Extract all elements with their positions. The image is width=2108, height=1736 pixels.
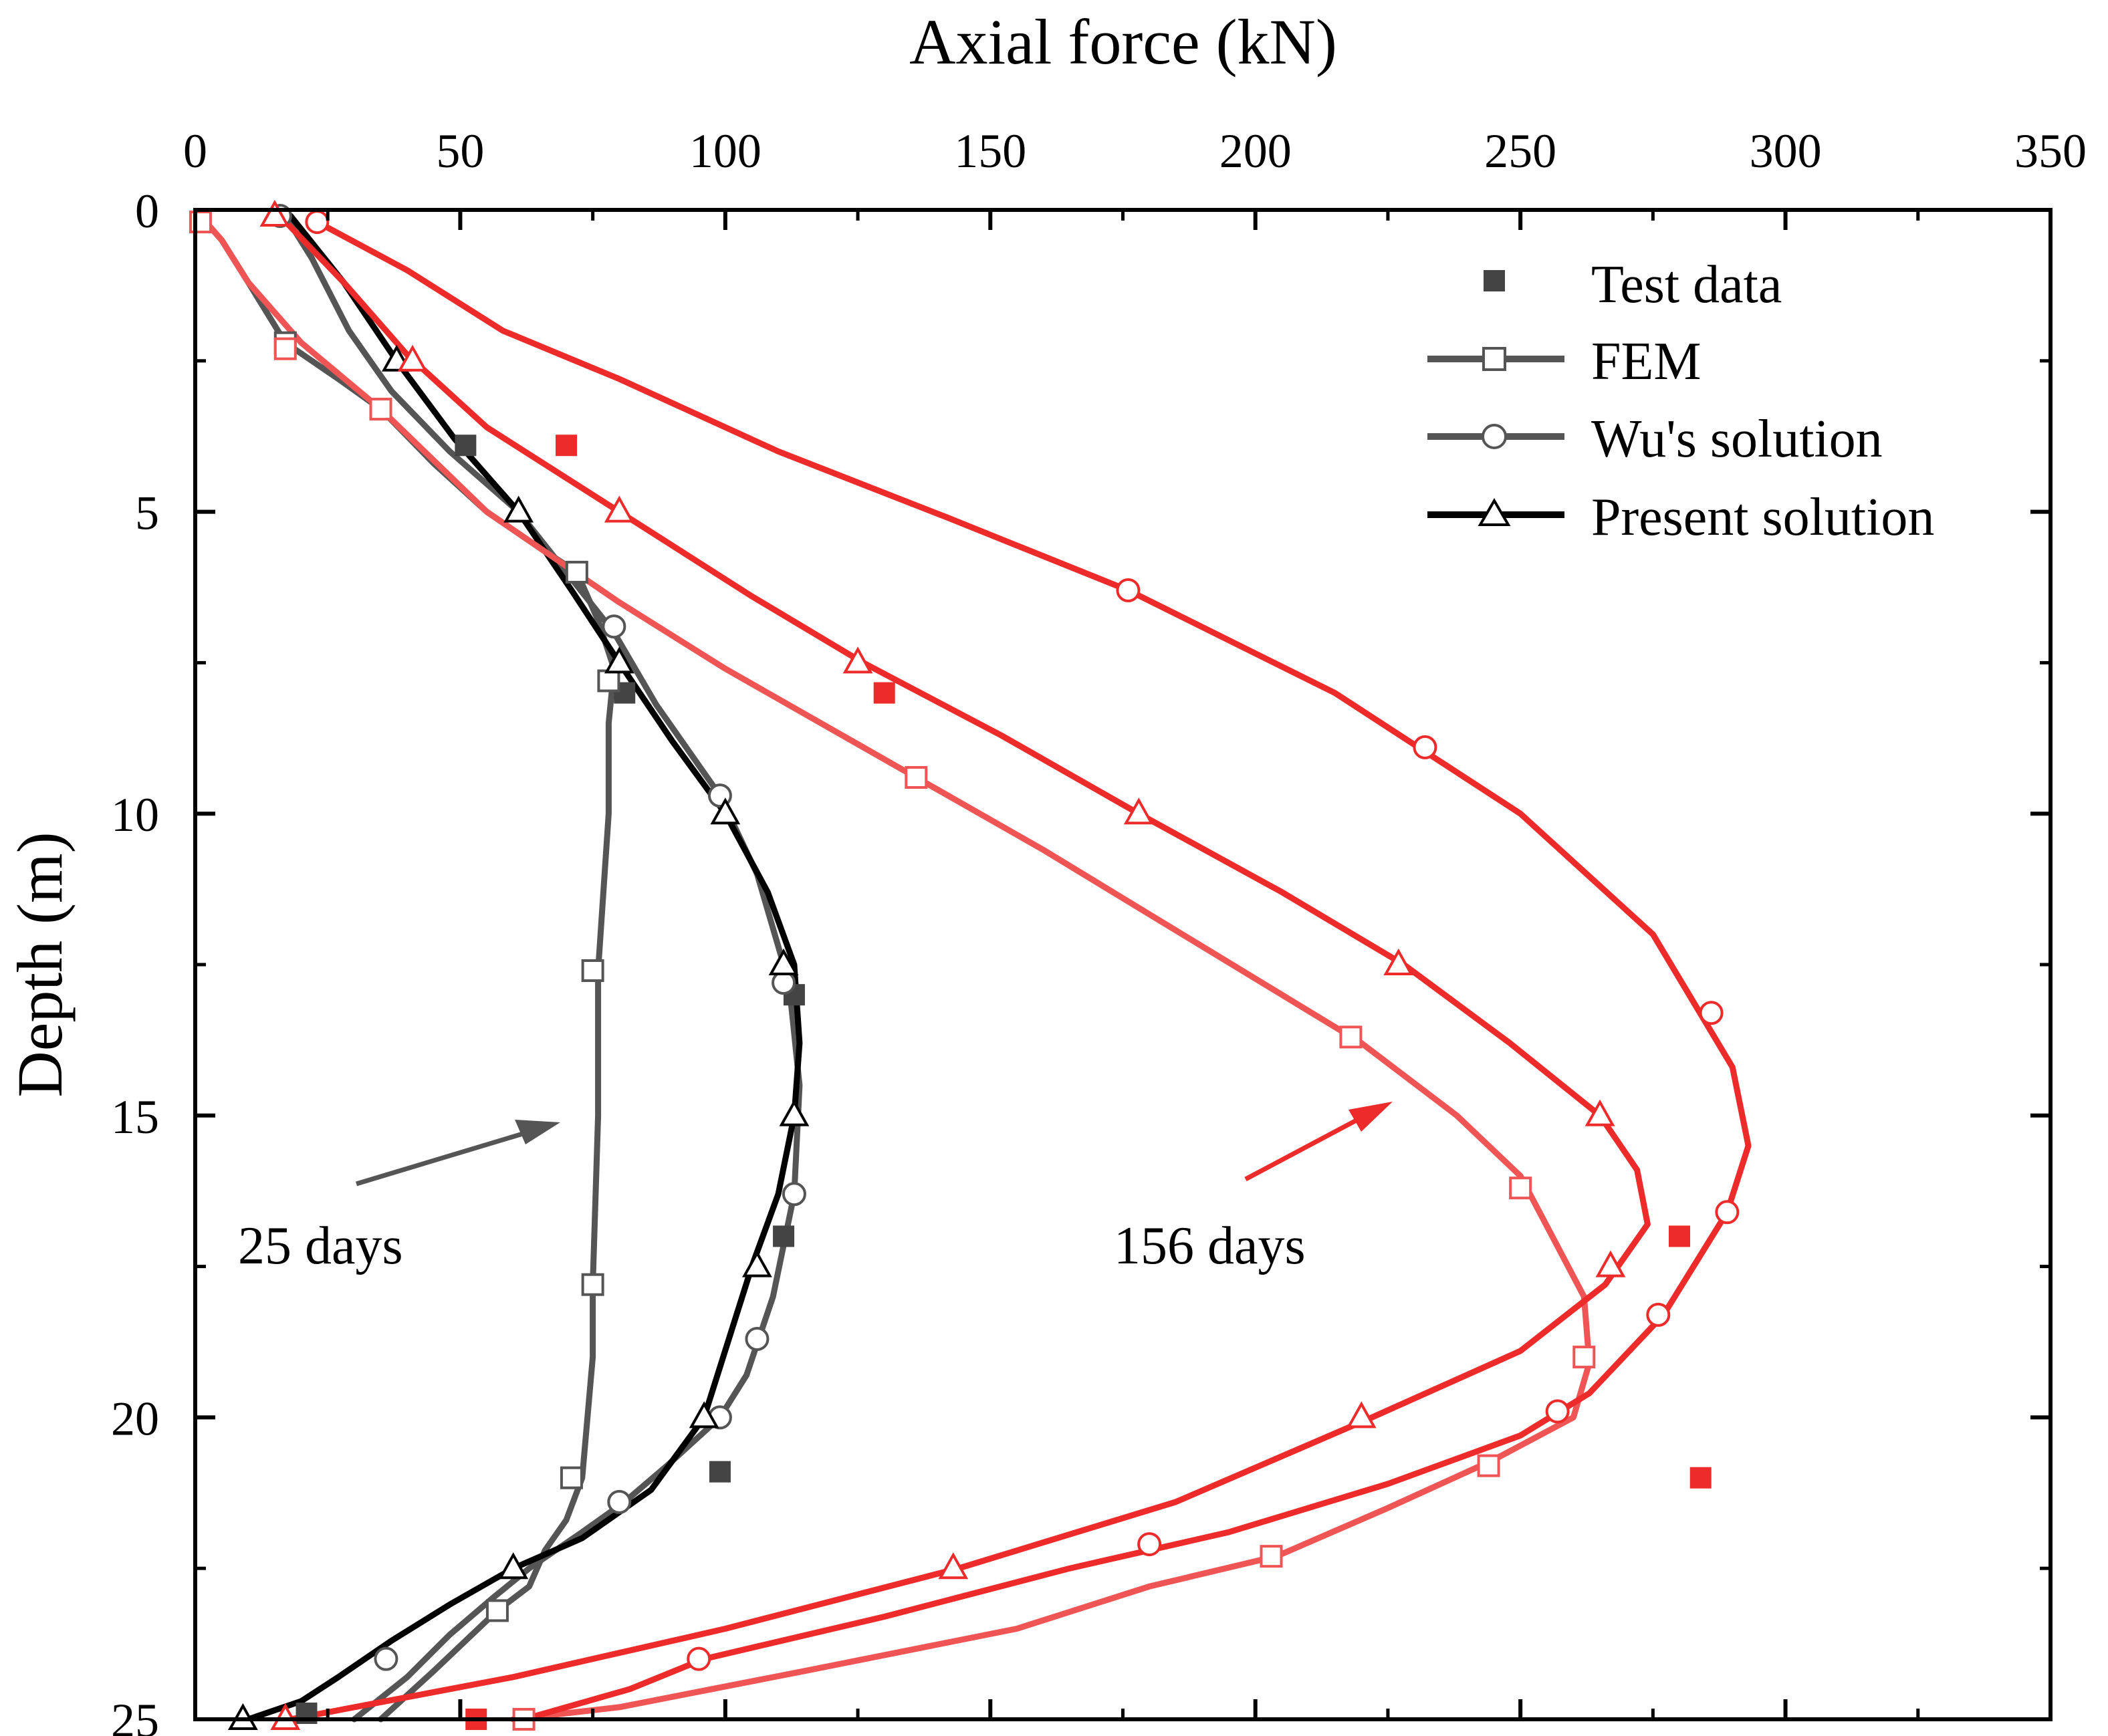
x-tick-label: 100 bbox=[689, 124, 762, 178]
data-point-wu-s-solution-156-days bbox=[1545, 1399, 1570, 1424]
x-tick-label: 0 bbox=[183, 124, 207, 178]
data-point-test-data-156-days bbox=[556, 435, 577, 457]
data-point-fem-25-days bbox=[597, 669, 620, 693]
legend-entry-wu-solution: Wu's solution bbox=[1427, 410, 1883, 469]
data-point-fem-25-days bbox=[581, 1273, 604, 1296]
y-tick-label: 25 bbox=[111, 1694, 159, 1736]
data-point-present-solution-156-days bbox=[1585, 1099, 1615, 1126]
annotation-25-days: 25 days bbox=[238, 1217, 403, 1275]
data-point-fem-25-days bbox=[581, 959, 604, 983]
series-layer bbox=[197, 213, 1752, 1723]
legend-label-test-data: Test data bbox=[1591, 255, 1782, 314]
data-point-present-solution-25-days bbox=[498, 1552, 529, 1580]
data-point-present-solution-25-days bbox=[768, 948, 799, 975]
y-tick-label: 20 bbox=[111, 1392, 159, 1445]
data-point-present-solution-25-days bbox=[604, 646, 634, 674]
x-tick-label: 200 bbox=[1219, 124, 1292, 178]
data-point-test-data-156-days bbox=[1689, 1467, 1712, 1489]
x-tick-label: 300 bbox=[1750, 124, 1822, 178]
x-tick-label: 150 bbox=[954, 124, 1026, 178]
data-point-fem-156-days bbox=[273, 337, 297, 360]
data-point-present-solution-25-days bbox=[779, 1099, 810, 1126]
data-point-fem-156-days bbox=[1260, 1545, 1283, 1568]
series-line-fem-156-days bbox=[197, 213, 1593, 1723]
arrow-156-days bbox=[1244, 1102, 1393, 1182]
data-point-test-data-156-days bbox=[1669, 1225, 1690, 1247]
data-point-fem-25-days bbox=[485, 1599, 509, 1622]
data-point-wu-s-solution-25-days bbox=[374, 1646, 398, 1671]
legend-swatch-wu-solution bbox=[1482, 424, 1507, 449]
data-point-fem-156-days bbox=[1339, 1025, 1363, 1049]
data-point-fem-156-days bbox=[369, 398, 392, 421]
data-point-wu-s-solution-156-days bbox=[1699, 1001, 1724, 1025]
data-point-wu-s-solution-156-days bbox=[1413, 735, 1437, 759]
data-point-wu-s-solution-25-days bbox=[607, 1489, 632, 1514]
arrow-25-days-shaft bbox=[355, 1129, 531, 1187]
data-point-wu-s-solution-156-days bbox=[1646, 1302, 1671, 1327]
data-point-wu-s-solution-156-days bbox=[305, 210, 330, 235]
legend-entry-present-solution: Present solution bbox=[1427, 488, 1934, 547]
data-point-present-solution-25-days bbox=[689, 1401, 719, 1429]
data-point-present-solution-156-days bbox=[259, 199, 290, 227]
x-tick-label: 50 bbox=[436, 124, 484, 178]
data-point-wu-s-solution-156-days bbox=[1137, 1532, 1162, 1557]
legend-swatch-fem bbox=[1482, 347, 1506, 371]
data-point-fem-156-days bbox=[905, 766, 928, 789]
legend-label-present-solution: Present solution bbox=[1591, 488, 1934, 547]
data-point-fem-156-days bbox=[1572, 1346, 1596, 1369]
y-tick-label: 0 bbox=[135, 184, 159, 238]
data-point-wu-s-solution-156-days bbox=[1116, 578, 1141, 603]
y-tick-label: 15 bbox=[111, 1090, 159, 1144]
arrow-156-days-head bbox=[1349, 1102, 1393, 1132]
y-tick-label: 10 bbox=[111, 788, 159, 842]
data-point-test-data-25-days bbox=[773, 1225, 795, 1247]
data-point-present-solution-25-days bbox=[503, 495, 534, 523]
x-tick-label: 350 bbox=[2014, 124, 2087, 178]
data-point-present-solution-156-days bbox=[1383, 948, 1414, 975]
arrow-25-days-head bbox=[515, 1120, 560, 1144]
data-point-present-solution-156-days bbox=[397, 344, 428, 372]
data-point-present-solution-156-days bbox=[842, 646, 873, 674]
data-point-present-solution-25-days bbox=[710, 797, 741, 825]
data-point-present-solution-156-days bbox=[1346, 1401, 1377, 1429]
data-point-wu-s-solution-156-days bbox=[687, 1646, 711, 1671]
data-point-present-solution-156-days bbox=[1595, 1250, 1626, 1277]
data-point-wu-s-solution-25-days bbox=[782, 1182, 806, 1207]
data-point-present-solution-156-days bbox=[604, 495, 634, 523]
x-axis-label: Axial force (kN) bbox=[909, 6, 1337, 78]
data-point-test-data-156-days bbox=[873, 682, 895, 704]
legend-swatch-present-solution bbox=[1478, 498, 1511, 526]
legend-entry-fem: FEM bbox=[1427, 332, 1702, 391]
arrow-156-days-shaft bbox=[1244, 1114, 1365, 1182]
legend-entry-test-data: Test data bbox=[1484, 255, 1782, 314]
data-point-fem-156-days bbox=[1477, 1454, 1500, 1477]
data-point-fem-156-days bbox=[1509, 1176, 1532, 1200]
tick-layer: 0 50 100 150 200 250 300 350 0 5 10 15 20 25 bbox=[111, 124, 2087, 1736]
legend-label-wu-solution: Wu's solution bbox=[1591, 410, 1883, 469]
data-point-test-data-25-days bbox=[709, 1461, 731, 1483]
data-point-present-solution-156-days bbox=[1123, 797, 1154, 825]
series-line-wu-s-solution-25-days bbox=[282, 213, 803, 1723]
x-tick-label: 250 bbox=[1484, 124, 1556, 178]
data-point-present-solution-25-days bbox=[742, 1250, 772, 1277]
legend-label-fem: FEM bbox=[1591, 332, 1702, 391]
data-point-wu-s-solution-25-days bbox=[602, 614, 626, 639]
y-axis-label: Depth (m) bbox=[4, 832, 76, 1097]
annotation-156-days: 156 days bbox=[1114, 1217, 1306, 1275]
data-point-fem-25-days bbox=[565, 560, 588, 584]
data-point-fem-25-days bbox=[560, 1466, 583, 1489]
data-point-test-data-25-days bbox=[455, 435, 477, 457]
data-point-wu-s-solution-25-days bbox=[745, 1326, 770, 1351]
series-line-wu-s-solution-156-days bbox=[314, 219, 1752, 1723]
legend-swatch-test-data bbox=[1484, 270, 1505, 291]
y-tick-label: 5 bbox=[135, 487, 159, 540]
data-point-present-solution-156-days bbox=[938, 1552, 969, 1580]
series-line-present-solution-25-days bbox=[245, 213, 803, 1723]
legend: Test data FEM Wu's solution Present solu… bbox=[1427, 255, 1934, 547]
series-line-present-solution-156-days bbox=[277, 213, 1651, 1723]
arrow-25-days bbox=[355, 1120, 560, 1187]
data-point-wu-s-solution-156-days bbox=[1715, 1200, 1740, 1225]
series-line-fem-25-days bbox=[197, 213, 617, 1723]
